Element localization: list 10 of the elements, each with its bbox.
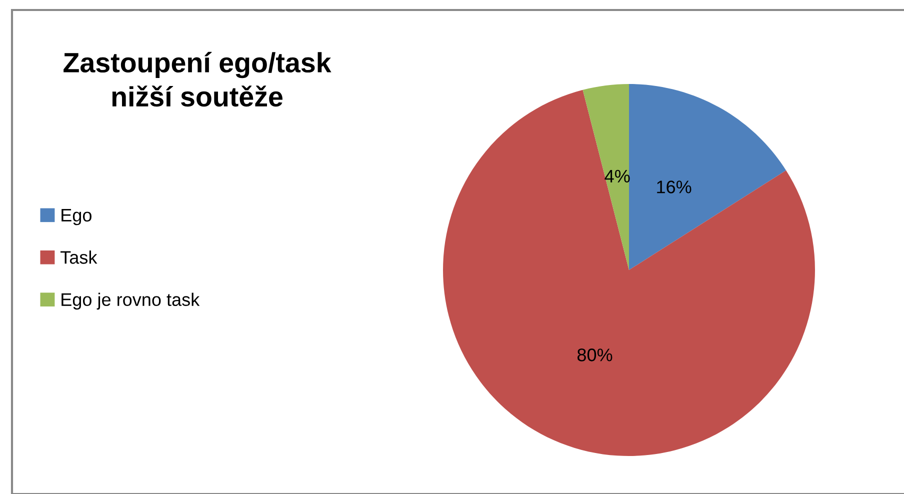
pie-slice <box>629 84 786 270</box>
legend-label: Task <box>60 250 98 264</box>
pie-slice <box>443 90 815 456</box>
data-label: 80% <box>577 348 612 362</box>
data-label: 16% <box>657 180 692 194</box>
pie-slice <box>582 84 629 270</box>
data-label: 4% <box>604 170 630 183</box>
legend-label: Ego <box>62 209 92 226</box>
legend-label: Ego je rovno task <box>62 292 200 310</box>
chart-title: Zastoupení ego/task nižší soutěže <box>64 52 332 107</box>
